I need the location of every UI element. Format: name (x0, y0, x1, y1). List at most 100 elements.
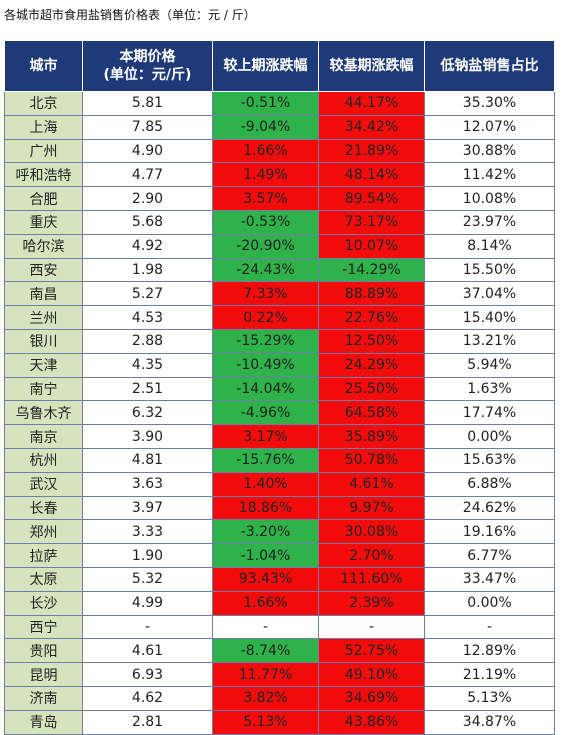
cell-low-sodium: 5.94% (424, 352, 555, 378)
cell-low-sodium: 1.63% (424, 376, 555, 402)
table-row: 长春 3.97 18.86% 9.97% 24.62% (4, 495, 555, 521)
cell-prev-change: 11.77% (212, 662, 319, 687)
cell-city: 哈尔滨 (4, 233, 83, 259)
cell-price: 5.81 (82, 91, 213, 116)
cell-city: 南宁 (4, 376, 83, 402)
cell-low-sodium: 15.50% (424, 257, 555, 283)
cell-prev-change: -14.04% (212, 376, 319, 402)
header-price: 本期价格 (单位：元/斤) (82, 40, 213, 92)
cell-city: 重庆 (4, 209, 83, 235)
cell-base-change: 24.29% (318, 352, 425, 378)
cell-price: 6.93 (82, 662, 213, 687)
cell-prev-change: -24.43% (212, 257, 319, 283)
cell-prev-change: -15.29% (212, 328, 319, 354)
cell-price: 2.51 (82, 376, 213, 402)
table-row: 南宁 2.51 -14.04% 25.50% 1.63% (4, 376, 555, 402)
cell-prev-change: 1.66% (212, 138, 319, 164)
cell-city: 银川 (4, 328, 83, 354)
table-row: 天津 4.35 -10.49% 24.29% 5.94% (4, 352, 555, 378)
cell-low-sodium: 30.88% (424, 138, 555, 164)
cell-city: 昆明 (4, 662, 83, 687)
cell-base-change: 21.89% (318, 138, 425, 164)
cell-price: 3.33 (82, 519, 213, 545)
cell-low-sodium: 12.89% (424, 638, 555, 664)
cell-low-sodium: - (424, 614, 555, 640)
table-row: 杭州 4.81 -15.76% 50.78% 15.63% (4, 447, 555, 473)
cell-prev-change: -0.53% (212, 209, 319, 235)
table-row: 青岛 2.81 5.13% 43.86% 34.87% (4, 709, 555, 735)
cell-city: 西宁 (4, 614, 83, 640)
page-title: 各城市超市食用盐销售价格表（单位：元 / 斤） (4, 8, 256, 22)
header-price-line1: 本期价格 (119, 49, 176, 65)
cell-price: 6.32 (82, 400, 213, 426)
table-row: 武汉 3.63 1.40% 4.61% 6.88% (4, 471, 555, 497)
cell-price: 4.81 (82, 447, 213, 473)
cell-prev-change: -20.90% (212, 233, 319, 259)
cell-low-sodium: 8.14% (424, 233, 555, 259)
cell-low-sodium: 15.40% (424, 305, 555, 330)
cell-low-sodium: 19.16% (424, 519, 555, 545)
table-row: 兰州 4.53 0.22% 22.76% 15.40% (4, 305, 555, 330)
table-row: 呼和浩特 4.77 1.49% 48.14% 11.42% (4, 162, 555, 188)
cell-city: 天津 (4, 352, 83, 378)
cell-price: 2.88 (82, 328, 213, 354)
cell-price: 2.81 (82, 709, 213, 735)
cell-base-change: 22.76% (318, 305, 425, 330)
table-row: 上海 7.85 -9.04% 34.42% 12.07% (4, 114, 555, 140)
cell-city: 兰州 (4, 305, 83, 330)
cell-prev-change: -3.20% (212, 519, 319, 545)
cell-price: 3.90 (82, 424, 213, 449)
cell-price: 1.90 (82, 543, 213, 568)
cell-price: 3.97 (82, 495, 213, 521)
cell-base-change: 49.10% (318, 662, 425, 687)
cell-price: 4.62 (82, 685, 213, 711)
cell-city: 济南 (4, 685, 83, 711)
header-prev-change: 较上期涨跌幅 (212, 40, 319, 92)
cell-base-change: 48.14% (318, 162, 425, 188)
cell-price: 5.32 (82, 566, 213, 592)
table-row: 昆明 6.93 11.77% 49.10% 21.19% (4, 662, 555, 687)
cell-city: 呼和浩特 (4, 162, 83, 188)
cell-base-change: 2.70% (318, 543, 425, 568)
table-body: 北京 5.81 -0.51% 44.17% 35.30% 上海 7.85 -9.04% 34.4… (4, 91, 555, 735)
table-row: 乌鲁木齐 6.32 -4.96% 64.58% 17.74% (4, 400, 555, 426)
cell-city: 拉萨 (4, 543, 83, 568)
cell-base-change: 2.39% (318, 590, 425, 616)
cell-low-sodium: 33.47% (424, 566, 555, 592)
header-base-change: 较基期涨跌幅 (318, 40, 425, 92)
cell-price: 5.27 (82, 281, 213, 307)
cell-base-change: 4.61% (318, 471, 425, 497)
cell-prev-change: 3.57% (212, 186, 319, 211)
cell-low-sodium: 10.08% (424, 186, 555, 211)
cell-low-sodium: 6.77% (424, 543, 555, 568)
cell-city: 太原 (4, 566, 83, 592)
cell-low-sodium: 23.97% (424, 209, 555, 235)
table-row: 南京 3.90 3.17% 35.89% 0.00% (4, 424, 555, 449)
cell-base-change: 9.97% (318, 495, 425, 521)
header-row: 城市 本期价格 (单位：元/斤) 较上期涨跌幅 较基期涨跌幅 低钠盐销售占比 (4, 40, 555, 92)
cell-city: 长春 (4, 495, 83, 521)
cell-base-change: 34.69% (318, 685, 425, 711)
cell-city: 西安 (4, 257, 83, 283)
cell-base-change: 10.07% (318, 233, 425, 259)
cell-base-change: 50.78% (318, 447, 425, 473)
cell-base-change: 30.08% (318, 519, 425, 545)
cell-low-sodium: 21.19% (424, 662, 555, 687)
cell-city: 长沙 (4, 590, 83, 616)
cell-city: 贵阳 (4, 638, 83, 664)
cell-base-change: 44.17% (318, 91, 425, 116)
table-row: 济南 4.62 3.82% 34.69% 5.13% (4, 685, 555, 711)
cell-low-sodium: 13.21% (424, 328, 555, 354)
cell-base-change: 25.50% (318, 376, 425, 402)
cell-prev-change: 7.33% (212, 281, 319, 307)
table-row: 南昌 5.27 7.33% 88.89% 37.04% (4, 281, 555, 307)
cell-prev-change: 5.13% (212, 709, 319, 735)
cell-city: 广州 (4, 138, 83, 164)
cell-low-sodium: 37.04% (424, 281, 555, 307)
header-low-sodium: 低钠盐销售占比 (424, 40, 555, 92)
table-row: 广州 4.90 1.66% 21.89% 30.88% (4, 138, 555, 164)
header-price-line2: (单位：元/斤) (103, 67, 192, 83)
cell-price: 4.99 (82, 590, 213, 616)
cell-city: 乌鲁木齐 (4, 400, 83, 426)
table-row: 合肥 2.90 3.57% 89.54% 10.08% (4, 186, 555, 211)
